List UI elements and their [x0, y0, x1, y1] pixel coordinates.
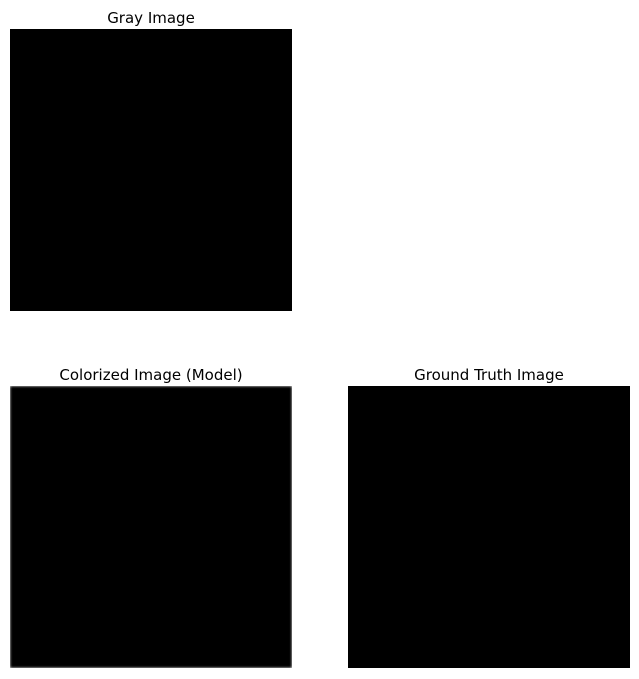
- ground-truth-image-title: Ground Truth Image: [414, 366, 564, 384]
- ground-truth-image: [348, 386, 630, 668]
- gray-image-title: Gray Image: [107, 9, 195, 27]
- colorized-image: [10, 386, 292, 668]
- ground-truth-image-panel: Ground Truth Image: [348, 364, 630, 668]
- gray-image-panel: Gray Image: [10, 7, 292, 311]
- gray-image: [10, 29, 292, 311]
- colorized-image-title: Colorized Image (Model): [59, 366, 243, 384]
- colorized-image-panel: Colorized Image (Model): [10, 364, 292, 668]
